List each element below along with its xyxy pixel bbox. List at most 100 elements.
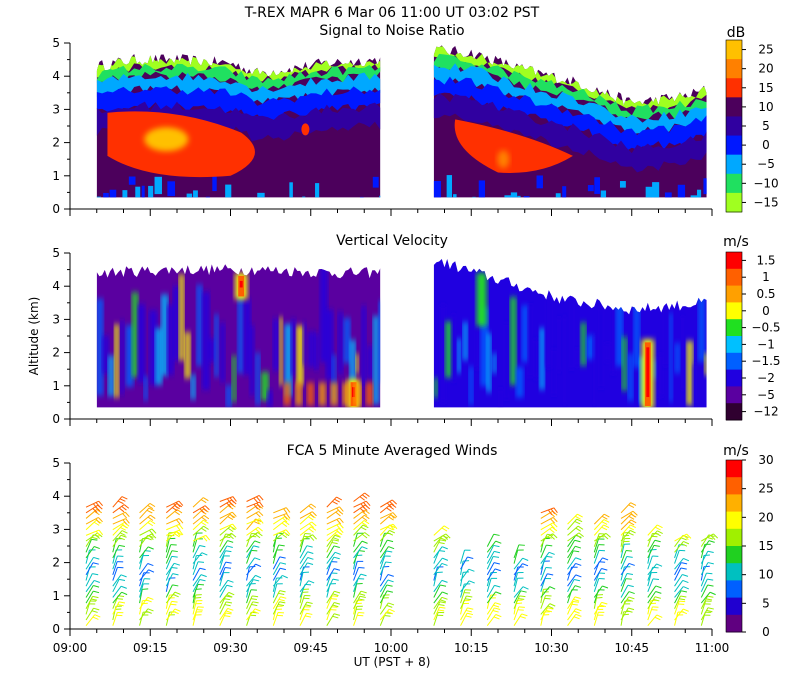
velocity-streak [132, 292, 138, 378]
wind-barb [674, 567, 682, 581]
wind-barb-flag [282, 574, 288, 579]
wind-barb-flag [546, 544, 553, 547]
wind-barb-flag [656, 563, 663, 567]
velocity-streak [261, 371, 269, 401]
wind-barb-flag [388, 516, 394, 521]
wind-barb-flag [360, 590, 367, 594]
x-axis-label: UT (PST + 8) [354, 655, 431, 669]
wind-barb [246, 608, 256, 621]
wind-barb [567, 574, 577, 587]
wind-barb-flag [682, 579, 689, 584]
wind-barb [353, 500, 367, 508]
wind-barb [246, 563, 256, 576]
wind-barb-flag [147, 522, 154, 527]
wind-barb-flag [253, 545, 260, 548]
velocity-streak [486, 333, 491, 393]
wind-barb [460, 556, 468, 570]
colorbar-swatch [726, 192, 742, 213]
wind-barb [567, 563, 576, 576]
wind-barb-flag [628, 526, 634, 531]
velocity-streak [586, 335, 594, 360]
wind-barb [380, 512, 394, 519]
wind-barb-flag [576, 534, 582, 539]
snr-near-ground-echo [167, 181, 176, 197]
wind-barb-flag [573, 550, 580, 553]
snr-near-ground-echo [697, 189, 702, 198]
wind-barb [139, 520, 151, 531]
wind-barb [540, 516, 554, 525]
colorbar-label: −15 [753, 195, 778, 209]
wind-barb-flag [332, 537, 339, 541]
snr-near-ground-echo [510, 192, 518, 198]
wind-barb-flag [390, 525, 395, 531]
velocity-streak [343, 317, 351, 364]
snr-near-ground-echo [478, 180, 486, 198]
colorbar-swatch [726, 528, 742, 547]
wind-barb-flag [309, 535, 315, 541]
wind-barb-flag [171, 600, 178, 603]
wind-barb [647, 555, 653, 570]
wind-barb [353, 546, 363, 559]
velocity-streak [533, 339, 540, 379]
wind-barb [540, 611, 545, 626]
wind-barb-flag [151, 528, 157, 534]
wind-barb-flag [548, 551, 555, 555]
wind-barb [299, 521, 312, 531]
wind-barb-flag [308, 580, 315, 584]
wind-barb [273, 513, 287, 519]
snr-near-ground-echo [664, 192, 672, 198]
wind-barb [299, 503, 312, 514]
wind-barb-flag [172, 507, 178, 512]
wind-barb-flag [386, 604, 393, 608]
velocity-streak [232, 355, 237, 403]
wind-barb [192, 519, 204, 531]
wind-barb-flag [95, 518, 101, 524]
wind-barb-flag [306, 601, 313, 604]
snr-near-ground-echo [652, 182, 660, 198]
wind-barb [246, 504, 259, 514]
velocity-streak [267, 390, 273, 408]
wind-barb [112, 521, 125, 531]
wind-barb [219, 532, 232, 542]
wind-barb-flag [121, 523, 127, 529]
wind-barb-flag [339, 506, 344, 512]
velocity-streak [539, 327, 545, 390]
wind-barb [620, 578, 627, 592]
wind-barb-flag [224, 615, 231, 618]
wind-barb-flag [259, 501, 264, 508]
wind-barb-flag [361, 546, 368, 550]
wind-barb-flag [204, 505, 210, 511]
wind-barb-flag [178, 529, 184, 536]
wind-barb-flag [572, 601, 580, 603]
wind-barb-flag [280, 596, 287, 599]
wind-barb [85, 573, 93, 587]
y-tick-label: 0 [52, 622, 60, 636]
colorbar-swatch [726, 154, 742, 175]
wind-barb [85, 519, 97, 531]
wind-barb [353, 520, 365, 531]
wind-barb-flag [202, 536, 208, 542]
velocity-streak [463, 322, 468, 361]
x-tick-label: 11:00 [695, 641, 730, 655]
wind-barb [593, 533, 600, 547]
wind-barb-flag [147, 563, 154, 567]
snr-panel: Signal to Noise Ratio 0 1 2 3 4 5 dB 25 20 15 10… [52, 23, 779, 216]
wind-barb-flag [201, 552, 208, 556]
wind-barb-flag [358, 566, 365, 569]
colorbar-frame [725, 251, 743, 421]
wind-barb [85, 529, 100, 536]
wind-barb [540, 595, 547, 609]
wind-barb-flag [577, 525, 584, 530]
wind-barb [85, 590, 94, 604]
x-tick-label: 10:30 [534, 641, 569, 655]
velocity-streak [114, 324, 119, 398]
wind-barb [353, 612, 359, 626]
wind-barb-flag [229, 513, 235, 519]
wind-barb [486, 595, 492, 609]
wind-barb-flag [232, 523, 237, 530]
wind-barb-flag [463, 560, 470, 562]
wind-barb [513, 590, 522, 604]
colorbar-label: 1.5 [756, 253, 775, 267]
wind-barb [299, 572, 304, 587]
x-tick-label: 09:00 [53, 641, 88, 655]
